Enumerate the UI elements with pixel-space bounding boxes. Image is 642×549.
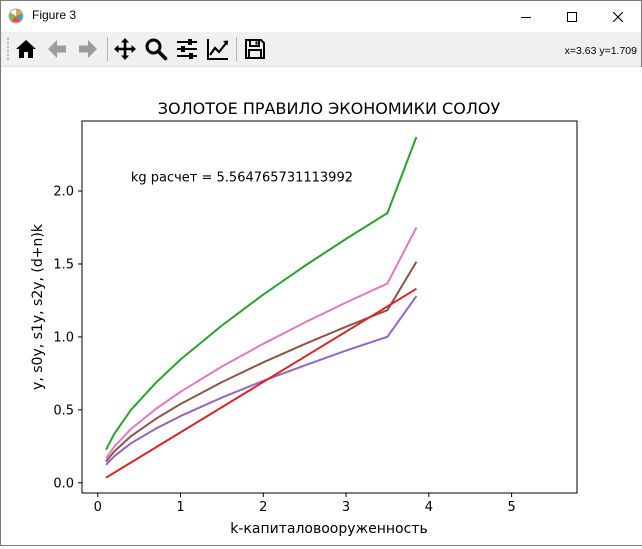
save-button[interactable] [241, 35, 269, 63]
y-tick-label: 0.5 [53, 403, 74, 418]
arrow-right-icon [79, 40, 97, 58]
plot-area [81, 120, 578, 494]
pan-button[interactable] [111, 35, 139, 63]
navigation-toolbar [1, 32, 641, 67]
matplotlib-icon [8, 8, 24, 24]
maximize-icon [567, 11, 577, 22]
y-tick-label: 0.0 [53, 476, 74, 491]
cursor-coordinates: x=3.63 y=1.709 [564, 45, 637, 57]
magnifier-icon [145, 38, 168, 61]
home-icon [16, 40, 36, 58]
toolbar-grip[interactable] [7, 37, 9, 61]
series-line-4 [105, 295, 418, 466]
minimize-icon [521, 16, 531, 18]
y-tick-label: 1.0 [53, 330, 74, 345]
series-line-1 [105, 136, 418, 451]
floppy-disk-icon [245, 39, 265, 59]
zoom-button[interactable] [142, 35, 170, 63]
window-title: Figure 3 [32, 8, 77, 22]
home-button[interactable] [12, 35, 40, 63]
y-axis-label: y, s0y, s1y, s2y, (d+n)k [30, 223, 46, 390]
close-icon [613, 11, 623, 22]
title-bar[interactable]: Figure 3 [1, 1, 641, 32]
back-button[interactable] [43, 35, 71, 63]
x-tick-label: 3 [342, 500, 350, 515]
minimize-button[interactable] [503, 1, 549, 32]
toolbar-separator [236, 37, 237, 61]
x-tick-label: 0 [94, 500, 102, 515]
chart-title: ЗОЛОТОЕ ПРАВИЛО ЭКОНОМИКИ СОЛОУ [158, 99, 501, 118]
series-line-3 [105, 261, 418, 463]
toolbar-separator [107, 37, 108, 61]
x-axis-label: k-капиталовооруженность [230, 521, 427, 537]
series-line-2 [105, 227, 418, 459]
close-button[interactable] [595, 1, 641, 32]
line-chart-icon [207, 39, 228, 60]
series-line-5 [105, 287, 417, 479]
edit-axis-button[interactable] [204, 35, 232, 63]
figure-canvas[interactable]: ЗОЛОТОЕ ПРАВИЛО ЭКОНОМИКИ СОЛОУ 0 1 2 3 4 5 0.… [2, 67, 642, 545]
x-tick-label: 5 [507, 500, 515, 515]
x-tick-label: 2 [259, 500, 267, 515]
arrow-left-icon [48, 40, 66, 58]
chart-svg[interactable]: ЗОЛОТОЕ ПРАВИЛО ЭКОНОМИКИ СОЛОУ 0 1 2 3 4 5 0.… [2, 67, 642, 545]
configure-subplots-button[interactable] [173, 35, 201, 63]
y-tick-label: 2.0 [53, 185, 74, 200]
maximize-button[interactable] [549, 1, 595, 32]
kg-annotation: kg расчет = 5.564765731113992 [131, 170, 353, 185]
forward-button[interactable] [74, 35, 102, 63]
move-icon [114, 38, 136, 60]
x-tick-label: 1 [176, 500, 184, 515]
y-tick-label: 1.5 [53, 257, 74, 272]
x-tick-label: 4 [425, 500, 433, 515]
sliders-icon [177, 39, 197, 59]
